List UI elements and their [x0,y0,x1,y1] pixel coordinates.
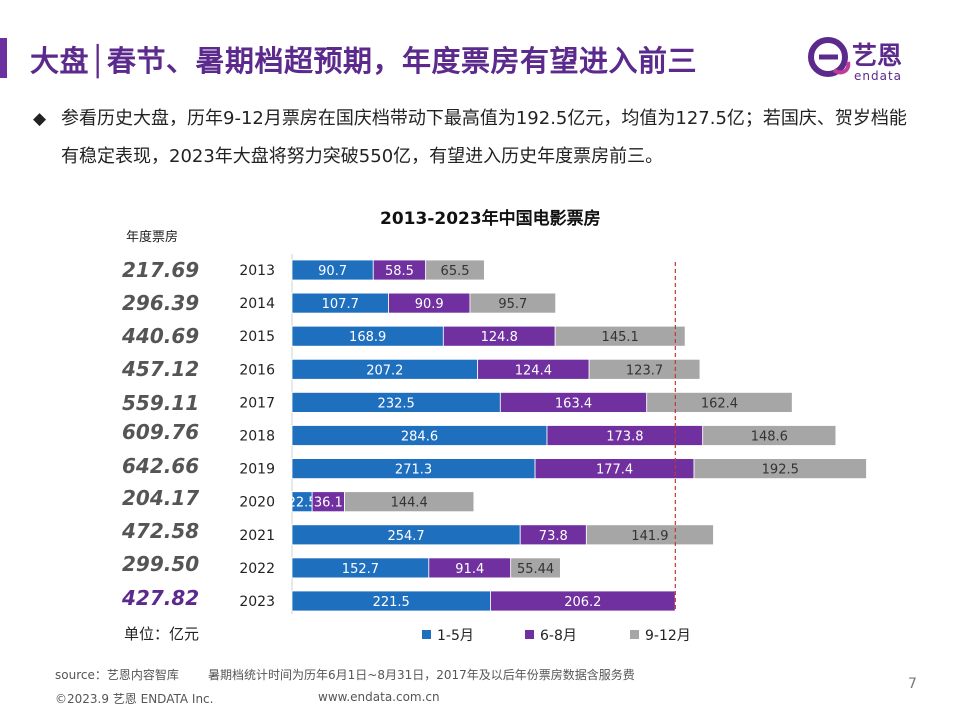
page-number: 7 [908,676,917,692]
data-label-2016-seg-3: 123.7 [626,363,663,378]
data-label-2015-seg-3: 145.1 [602,330,639,345]
y-tick-label-2022: 2022 [239,561,275,577]
data-label-2014-seg-1: 107.7 [322,297,359,312]
legend-swatch-1 [422,630,431,639]
annual-total-2014: 296.39 [122,291,200,315]
diamond-bullet-icon: ◆ [33,109,47,129]
y-tick-label-2020: 2020 [239,495,275,511]
data-label-2013-seg-2: 58.5 [385,264,414,279]
logo-text-cn: 艺恩 [852,41,903,70]
y-tick-label-2014: 2014 [239,296,275,312]
y-tick-label-2019: 2019 [239,462,275,478]
data-label-2018-seg-3: 148.6 [751,430,788,445]
y-tick-label-2023: 2023 [239,594,275,610]
data-label-2019-seg-3: 192.5 [762,463,799,478]
data-label-2022-seg-1: 152.7 [342,562,379,577]
data-label-2018-seg-1: 284.6 [401,430,438,445]
y-tick-label-2017: 2017 [239,395,275,411]
data-label-2016-seg-1: 207.2 [366,363,403,378]
summary-bullet: ◆ 参看历史大盘，历年9-12月票房在国庆档带动下最高值为192.5亿元，均值为… [33,100,913,176]
data-label-2014-seg-2: 90.9 [415,297,444,312]
footer-website[interactable]: www.endata.com.cn [318,690,440,704]
data-label-2013-seg-3: 65.5 [441,264,470,279]
data-label-2016-seg-2: 124.4 [515,363,552,378]
summary-text: 参看历史大盘，历年9-12月票房在国庆档带动下最高值为192.5亿元，均值为12… [61,108,907,167]
legend-label-3: 9-12月 [645,628,691,644]
data-label-2023-seg-1: 221.5 [373,595,410,610]
legend-swatch-2 [525,630,534,639]
data-label-2021-seg-1: 254.7 [387,529,424,544]
data-label-2021-seg-2: 73.8 [539,529,568,544]
y-tick-label-2016: 2016 [239,362,275,378]
data-label-2020-seg-3: 144.4 [391,496,428,511]
data-label-2020-seg-1: 22.5 [288,496,317,511]
footer-source: source：艺恩内容智库 [55,668,179,682]
data-label-2017-seg-2: 163.4 [555,396,592,411]
data-label-2017-seg-1: 232.5 [378,396,415,411]
bar-2022-seg-3 [510,557,561,579]
annual-total-2019: 642.66 [122,454,200,478]
endata-logo-icon [808,37,851,77]
footer-copyright: ©2023.9 艺恩 ENDATA Inc. [55,692,214,706]
legend-swatch-3 [630,630,639,639]
annual-total-2017: 559.11 [122,391,200,415]
annual-total-2013: 217.69 [122,258,200,282]
bar-2015-seg-3 [554,325,686,347]
data-label-2023-seg-2: 206.2 [564,595,601,610]
bar-2019-seg-3 [693,458,867,480]
endata-logo: 艺恩 endata [808,36,928,86]
y-tick-label-2013: 2013 [239,263,275,279]
bar-2021-seg-3 [585,524,714,546]
title-accent-bar [0,38,7,78]
bar-2016-seg-3 [588,358,701,380]
bar-2017-seg-3 [646,391,793,413]
bar-2013-seg-3 [425,259,485,281]
data-label-2019-seg-2: 177.4 [596,463,633,478]
data-label-2018-seg-2: 173.8 [606,430,643,445]
y-tick-label-2015: 2015 [239,329,275,345]
bar-2020-seg-3 [344,491,475,513]
data-label-2022-seg-3: 55.44 [517,562,554,577]
bar-2014-seg-3 [469,292,557,314]
annual-total-header: 年度票房 [126,230,179,245]
annual-total-2020: 204.17 [122,486,200,510]
data-label-2013-seg-1: 90.7 [318,264,347,279]
annual-total-2022: 299.50 [122,552,200,576]
chart-title: 2013-2023年中国电影票房 [380,209,601,229]
data-label-2021-seg-3: 141.9 [631,529,668,544]
data-label-2022-seg-2: 91.4 [455,562,484,577]
y-tick-label-2021: 2021 [239,528,275,544]
data-label-2015-seg-2: 124.8 [481,330,518,345]
data-label-2017-seg-3: 162.4 [701,396,738,411]
legend-label-1: 1-5月 [437,628,474,644]
annual-total-2016: 457.12 [122,357,200,381]
data-label-2020-seg-2: 36.1 [314,496,343,511]
annual-total-2015: 440.69 [122,324,200,348]
bar-2018-seg-3 [702,425,837,446]
annual-total-2021: 472.58 [122,519,200,543]
unit-label: 单位：亿元 [124,625,200,643]
legend-label-2: 6-8月 [540,628,577,644]
annual-total-2018: 609.76 [122,420,200,444]
data-label-2015-seg-1: 168.9 [349,330,386,345]
logo-text-en: endata [854,69,903,83]
footer-note: 暑期档统计时间为历年6月1日~8月31日，2017年及以后年份票房数据含服务费 [208,668,635,682]
data-label-2014-seg-3: 95.7 [498,297,527,312]
data-label-2019-seg-1: 271.3 [395,463,432,478]
annual-total-2023: 427.82 [122,586,200,610]
y-tick-label-2018: 2018 [239,429,275,445]
page-title: 大盘│春节、暑期档超预期，年度票房有望进入前三 [30,44,697,78]
